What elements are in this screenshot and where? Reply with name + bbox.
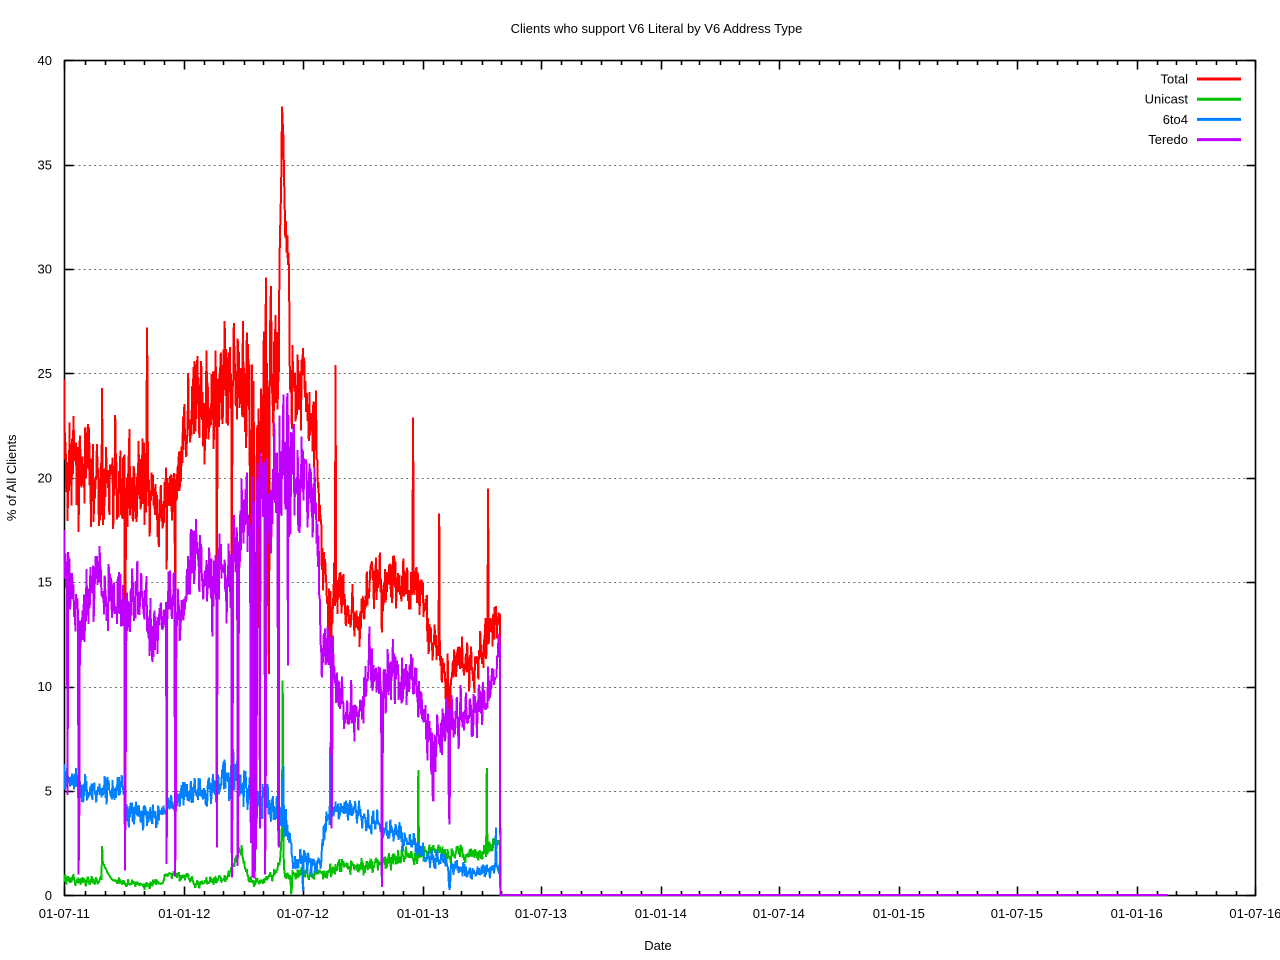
svg-text:01-01-13: 01-01-13 [397, 906, 449, 921]
svg-text:01-07-14: 01-07-14 [753, 906, 805, 921]
svg-text:10: 10 [38, 679, 52, 694]
svg-text:40: 40 [38, 53, 52, 68]
svg-text:01-07-12: 01-07-12 [277, 906, 329, 921]
svg-text:20: 20 [38, 470, 52, 485]
svg-text:25: 25 [38, 366, 52, 381]
svg-text:Clients who support V6 Literal: Clients who support V6 Literal by V6 Add… [511, 21, 803, 36]
svg-text:01-01-14: 01-01-14 [635, 906, 687, 921]
svg-text:Unicast: Unicast [1145, 92, 1189, 107]
svg-text:Teredo: Teredo [1148, 132, 1188, 147]
svg-text:01-01-12: 01-01-12 [158, 906, 210, 921]
svg-text:01-01-16: 01-01-16 [1111, 906, 1163, 921]
svg-text:01-07-15: 01-07-15 [991, 906, 1043, 921]
svg-text:35: 35 [38, 157, 52, 172]
svg-text:% of All Clients: % of All Clients [4, 434, 19, 521]
svg-text:01-07-16: 01-07-16 [1229, 906, 1280, 921]
svg-text:01-07-11: 01-07-11 [39, 906, 90, 921]
svg-text:30: 30 [38, 262, 52, 277]
svg-text:5: 5 [45, 783, 52, 798]
svg-text:01-07-13: 01-07-13 [515, 906, 567, 921]
svg-text:6to4: 6to4 [1163, 112, 1188, 127]
svg-text:Total: Total [1161, 72, 1189, 87]
svg-text:0: 0 [45, 888, 52, 903]
svg-text:15: 15 [38, 575, 52, 590]
svg-text:01-01-15: 01-01-15 [873, 906, 925, 921]
svg-text:Date: Date [644, 938, 671, 953]
